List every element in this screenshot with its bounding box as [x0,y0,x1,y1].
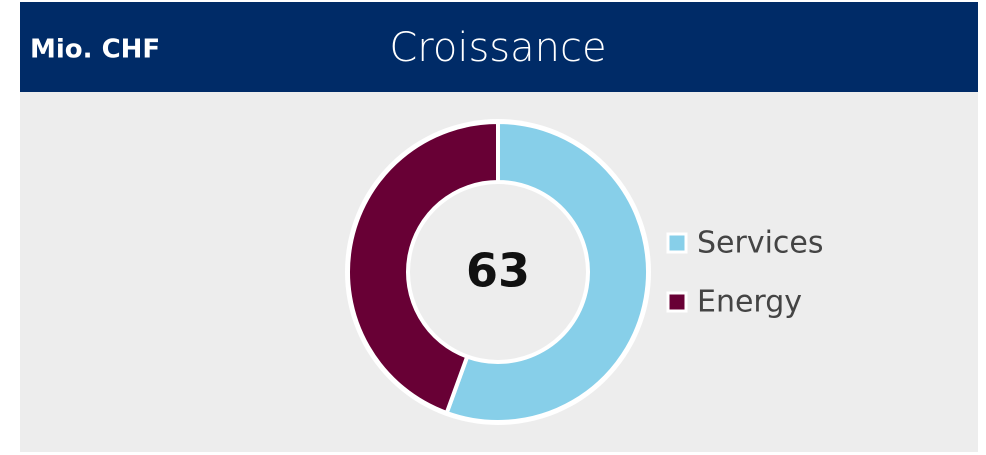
header-bar [20,2,978,92]
legend-label: Services [697,226,824,261]
donut [345,119,651,425]
donut-hole [410,184,586,360]
legend-swatch [666,232,688,254]
legend-label: Energy [697,285,802,320]
legend-swatch [666,291,688,313]
legend: Services Energy [666,226,824,320]
donut-segment [346,119,500,416]
chart-title: Croissance [389,25,606,71]
unit-label: Mio. CHF [30,35,160,65]
center-total: 63 [466,244,530,298]
donut-segment [444,119,650,424]
